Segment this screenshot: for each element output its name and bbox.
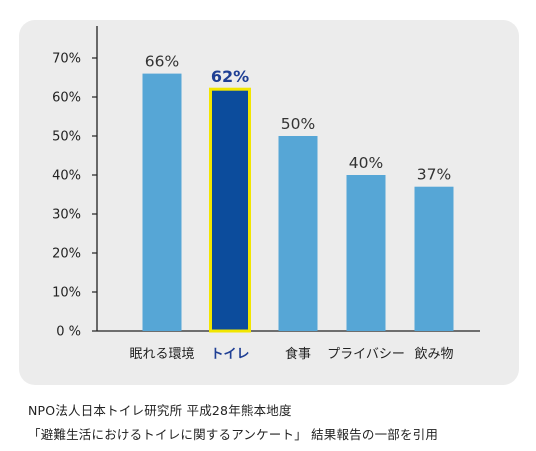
y-tick-label: 0 % <box>56 325 81 340</box>
x-category-label: 眠れる環境 <box>129 347 194 362</box>
y-tick-label: 70% <box>52 52 81 67</box>
y-tick-label: 40% <box>52 169 81 184</box>
bar-2 <box>278 136 318 331</box>
bar-value-label: 40% <box>349 154 383 172</box>
bar-1 <box>209 87 251 333</box>
bar-4 <box>414 186 454 331</box>
y-tick-label: 30% <box>52 208 81 223</box>
x-category-label: プライバシー <box>327 347 405 362</box>
y-tick-label: 20% <box>52 247 81 262</box>
x-category-label: トイレ <box>210 347 249 362</box>
y-tick-label: 60% <box>52 91 81 106</box>
bar-3 <box>346 175 386 331</box>
bar-value-label: 66% <box>145 53 179 71</box>
y-tick-label: 10% <box>52 286 81 301</box>
bar-value-label: 50% <box>281 115 315 133</box>
bar-value-label: 37% <box>417 166 451 184</box>
source-line-1: NPO法人日本トイレ研究所 平成28年熊本地度 <box>28 403 292 418</box>
x-category-label: 飲み物 <box>414 346 453 362</box>
bar-0 <box>142 73 182 331</box>
y-tick-label: 50% <box>52 130 81 145</box>
x-category-label: 食事 <box>285 346 311 362</box>
source-line-2: 「避難生活におけるトイレに関するアンケート」 結果報告の一部を引用 <box>28 427 439 442</box>
bar-value-label: 62% <box>211 67 249 86</box>
